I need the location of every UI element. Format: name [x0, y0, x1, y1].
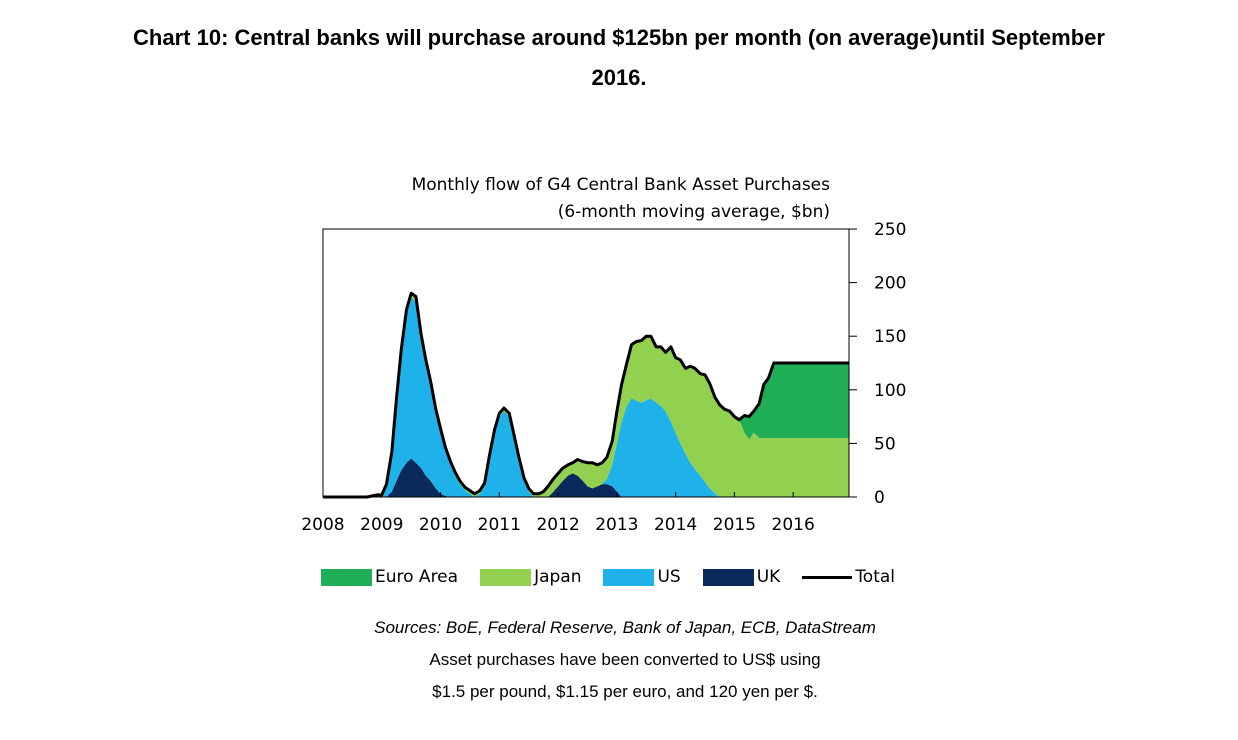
- y-tick-label: 100: [874, 381, 906, 401]
- legend-label-uk: UK: [756, 567, 781, 587]
- y-tick-label: 250: [874, 220, 906, 240]
- headline-line-1: Chart 10: Central banks will purchase ar…: [133, 25, 1105, 50]
- legend-label-euro-area: Euro Area: [375, 567, 459, 587]
- area-us: [323, 297, 849, 497]
- y-tick-label: 0: [874, 488, 885, 508]
- x-tick-label: 2009: [360, 515, 403, 535]
- area-uk: [323, 458, 849, 497]
- chart-subtitle: (6-month moving average, $bn): [558, 202, 830, 222]
- axes: 0 50 100 150 200 250 2008 2009 2010 2011 2012 2013 2…: [301, 220, 906, 535]
- x-tick-label: 2015: [713, 515, 756, 535]
- total-line: [323, 291, 849, 499]
- legend-item-us: US: [603, 567, 681, 587]
- legend-label-total: Total: [855, 567, 896, 587]
- legend-swatch-japan: [480, 568, 532, 586]
- x-tick-label: 2008: [301, 515, 344, 535]
- plot-area: [323, 291, 849, 499]
- headline-line-2: 2016.: [591, 65, 647, 90]
- conversion-note-line-2: $1.5 per pound, $1.15 per euro, and 120 …: [432, 682, 818, 701]
- x-tick-label: 2012: [536, 515, 579, 535]
- legend: Euro Area Japan US UK Total: [321, 564, 895, 590]
- sources-note: Sources: BoE, Federal Reserve, Bank of J…: [374, 618, 876, 637]
- chart-svg: Monthly flow of G4 Central Bank Asset Pu…: [301, 175, 906, 535]
- plot-frame: [322, 228, 850, 498]
- conversion-note-line-1: Asset purchases have been converted to U…: [429, 650, 821, 669]
- x-tick-label: 2014: [654, 515, 697, 535]
- legend-item-uk: UK: [702, 567, 781, 587]
- legend-item-japan: Japan: [480, 567, 581, 587]
- legend-swatch-euro-area: [321, 568, 372, 586]
- x-tick-label: 2011: [478, 515, 521, 535]
- legend-label-japan: Japan: [534, 567, 582, 587]
- x-tick-label: 2010: [419, 515, 462, 535]
- area-japan: [323, 293, 849, 497]
- legend-swatch-uk: [702, 568, 754, 586]
- x-tick-label: 2016: [772, 515, 815, 535]
- x-tick-label: 2013: [595, 515, 638, 535]
- chart-notes: Sources: BoE, Federal Reserve, Bank of J…: [220, 612, 1030, 708]
- legend-swatch-total: [802, 575, 853, 579]
- chart-title: Monthly flow of G4 Central Bank Asset Pu…: [412, 175, 831, 195]
- legend-swatch-us: [603, 568, 655, 586]
- legend-item-total: Total: [802, 567, 895, 587]
- y-tick-label: 200: [874, 274, 906, 294]
- chart-headline: Chart 10: Central banks will purchase ar…: [40, 18, 1198, 98]
- legend-item-euro-area: Euro Area: [321, 567, 458, 587]
- y-tick-label: 50: [874, 434, 896, 454]
- legend-label-us: US: [657, 567, 681, 587]
- y-tick-label: 150: [874, 327, 906, 347]
